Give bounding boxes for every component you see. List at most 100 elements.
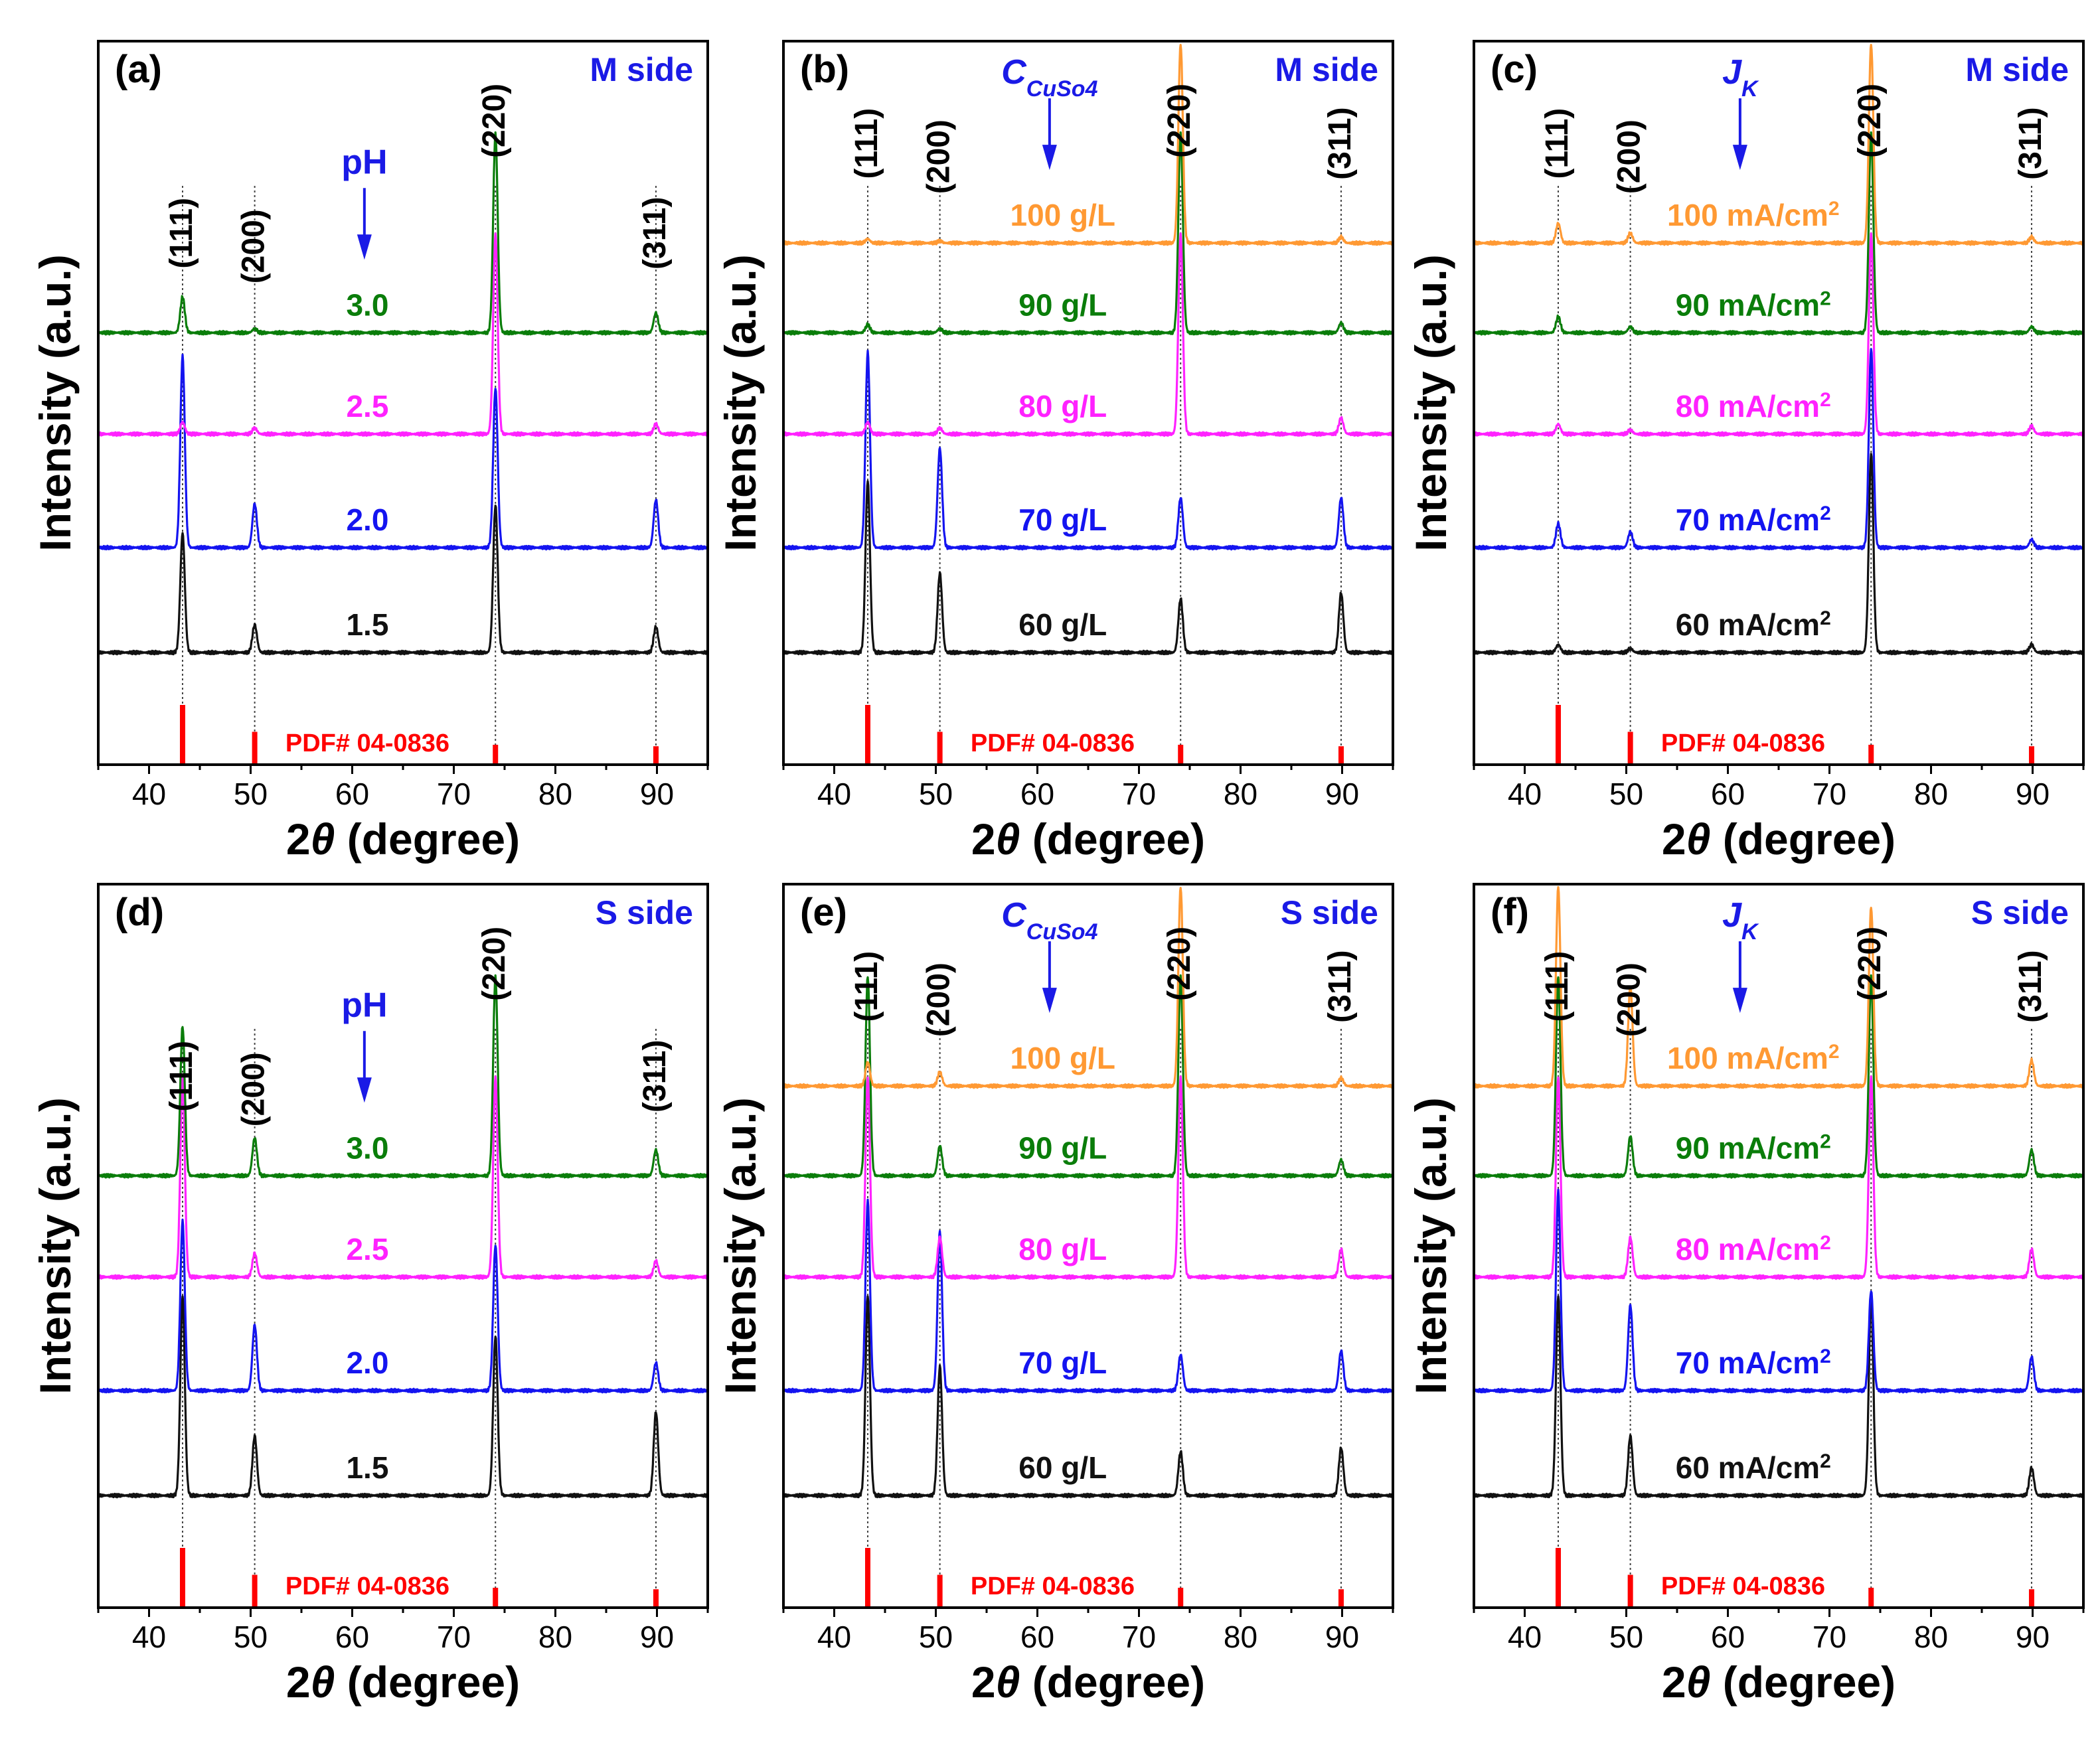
- arrow-label: pH: [341, 143, 387, 181]
- reference-bar-3: [653, 746, 659, 765]
- x-tick-label: 40: [132, 777, 166, 811]
- x-tick-label: 70: [1122, 777, 1156, 811]
- reference-label: PDF# 04-0836: [285, 729, 449, 757]
- series-label: 2.0: [346, 502, 388, 537]
- panel-d: 40 50 60 70 80 90 2θ (degree) Intensity (a.u.) (…: [31, 883, 709, 1707]
- x-tick-label: 40: [817, 777, 851, 811]
- series-label: 60 mA/cm2: [1676, 607, 1831, 643]
- x-tick-label: 60: [1020, 1620, 1054, 1654]
- panel-label: (a): [115, 48, 162, 91]
- x-axis-label: 2θ (degree): [971, 1657, 1205, 1707]
- plot-frame: [97, 883, 709, 1609]
- reference-bar-2: [1178, 1588, 1184, 1608]
- x-tick-label: 40: [132, 1620, 166, 1654]
- x-tick-label: 40: [1508, 777, 1542, 811]
- trace-black: [1474, 453, 2083, 656]
- series-label: 80 g/L: [1018, 1232, 1107, 1266]
- panel-b: 40 50 60 70 80 90 2θ (degree) Intensity (a.u.) (…: [716, 40, 1394, 864]
- trace-blue: [783, 1198, 1393, 1394]
- series-label: 90 mA/cm2: [1676, 1130, 1831, 1166]
- reference-bar-3: [653, 1589, 659, 1608]
- reference-bar-1: [252, 1574, 258, 1608]
- reference-bar-2: [1178, 745, 1184, 765]
- series-label: 70 g/L: [1018, 1345, 1107, 1380]
- plot-area: [98, 131, 708, 765]
- peak-label: (111): [1540, 108, 1575, 179]
- panel-label: (b): [800, 48, 849, 91]
- peak-label: (200): [922, 962, 957, 1037]
- peak-label: (220): [1162, 84, 1197, 158]
- x-tick-label: 80: [1914, 1620, 1948, 1654]
- reference-label: PDF# 04-0836: [971, 1572, 1135, 1600]
- trace-black: [783, 1295, 1393, 1499]
- arrow-head: [1732, 145, 1747, 171]
- plot-area: [1474, 885, 2083, 1608]
- reference-label: PDF# 04-0836: [1661, 729, 1825, 757]
- arrow-label: CCuSo4: [1001, 53, 1097, 102]
- arrow-label: CCuSo4: [1001, 896, 1097, 945]
- peak-label: (111): [164, 1041, 199, 1112]
- panel-f: 40 50 60 70 80 90 2θ (degree) Intensity (a.u.) (…: [1406, 883, 2085, 1707]
- series-label: 70 g/L: [1018, 502, 1107, 537]
- peak-label: (200): [922, 119, 957, 194]
- trace-blue: [1474, 348, 2083, 551]
- x-tick-label: 90: [1325, 1620, 1359, 1654]
- side-label: S side: [1971, 894, 2069, 931]
- peak-label: (111): [164, 198, 199, 269]
- peak-label: (311): [1323, 107, 1358, 179]
- x-axis-label: 2θ (degree): [971, 814, 1205, 864]
- x-tick-label: 40: [817, 1620, 851, 1654]
- reference-bar-0: [1555, 1548, 1561, 1608]
- plot-area: [783, 887, 1393, 1608]
- side-label: S side: [596, 894, 693, 931]
- reference-bar-1: [937, 731, 943, 765]
- reference-bar-1: [1627, 731, 1633, 765]
- trace-black: [1474, 1295, 2083, 1499]
- x-tick-label: 80: [1224, 777, 1257, 811]
- reference-bar-0: [179, 1548, 185, 1608]
- x-tick-label: 80: [1224, 1620, 1257, 1654]
- x-tick-label: 90: [2016, 1620, 2050, 1654]
- peak-label: (111): [1540, 951, 1575, 1022]
- plot-area: [98, 974, 708, 1608]
- trace-black: [98, 1295, 708, 1499]
- x-tick-label: 60: [1020, 777, 1054, 811]
- arrow-head: [1042, 145, 1057, 171]
- trace-blue: [98, 353, 708, 551]
- panel-a: 40 50 60 70 80 90 2θ (degree) Intensity (a.u.) (…: [31, 40, 709, 864]
- series-label: 80 mA/cm2: [1676, 388, 1831, 423]
- panel-label: (f): [1491, 891, 1529, 934]
- peak-label: (311): [637, 1040, 673, 1112]
- series-label: 2.0: [346, 1345, 388, 1380]
- trace-green: [783, 974, 1393, 1179]
- panel-label: (c): [1491, 48, 1538, 91]
- series-label: 70 mA/cm2: [1676, 1345, 1831, 1381]
- x-tick-label: 80: [538, 777, 572, 811]
- x-axis-label: 2θ (degree): [286, 814, 520, 864]
- series-label: 3.0: [346, 287, 388, 322]
- series-label: 60 mA/cm2: [1676, 1450, 1831, 1486]
- x-tick-label: 60: [1711, 777, 1745, 811]
- trace-orange: [1474, 44, 2083, 246]
- trace-magenta: [783, 232, 1393, 437]
- series-label: 3.0: [346, 1130, 388, 1165]
- x-tick-label: 90: [640, 777, 674, 811]
- x-tick-label: 50: [234, 777, 268, 811]
- trace-blue: [1474, 1188, 2083, 1394]
- y-axis-label: Intensity (a.u.): [31, 1097, 80, 1394]
- trace-magenta: [1474, 1075, 2083, 1280]
- trace-green: [1474, 974, 2083, 1179]
- x-tick-label: 50: [1609, 777, 1643, 811]
- side-label: M side: [590, 51, 693, 88]
- reference-bar-2: [1868, 1588, 1874, 1608]
- x-axis-label: 2θ (degree): [1662, 1657, 1896, 1707]
- reference-bar-3: [1338, 746, 1344, 765]
- x-tick-label: 80: [1914, 777, 1948, 811]
- series-label: 2.5: [346, 389, 388, 423]
- trace-black: [783, 480, 1393, 656]
- plot-area: [783, 44, 1393, 765]
- panel-c: 40 50 60 70 80 90 2θ (degree) Intensity (a.u.) (…: [1406, 40, 2085, 864]
- reference-bar-1: [937, 1574, 943, 1608]
- peak-label: (311): [1323, 950, 1358, 1022]
